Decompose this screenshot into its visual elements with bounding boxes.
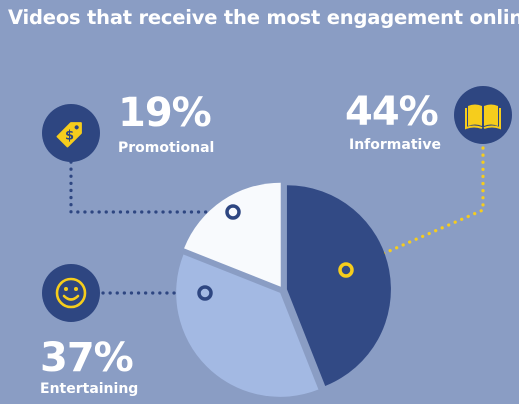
promotional-label: Promotional: [118, 140, 215, 156]
promotional-marker: [225, 204, 241, 220]
informative-marker: [338, 262, 354, 278]
smiley-face-icon: [55, 277, 87, 309]
entertaining-label: Entertaining: [40, 381, 139, 397]
entertaining-marker: [197, 285, 213, 301]
promotional-connector: [69, 160, 227, 214]
entertaining-percent: 37%: [40, 335, 134, 381]
informative-label: Informative: [349, 137, 441, 153]
price-tag-icon: $: [56, 122, 82, 148]
informative-percent: 44%: [345, 89, 439, 135]
book-badge: [454, 86, 512, 144]
smiley-badge: [42, 264, 100, 322]
chart-title: Videos that receive the most engagement …: [8, 6, 519, 29]
pie-slice-informative: [286, 185, 391, 386]
promotional-percent: 19%: [118, 90, 212, 136]
svg-text:$: $: [65, 128, 74, 143]
open-book-icon: [465, 104, 501, 130]
informative-connector: [353, 146, 485, 268]
price-tag-badge: $: [42, 104, 100, 162]
pie-slice-promotional: [184, 182, 281, 287]
